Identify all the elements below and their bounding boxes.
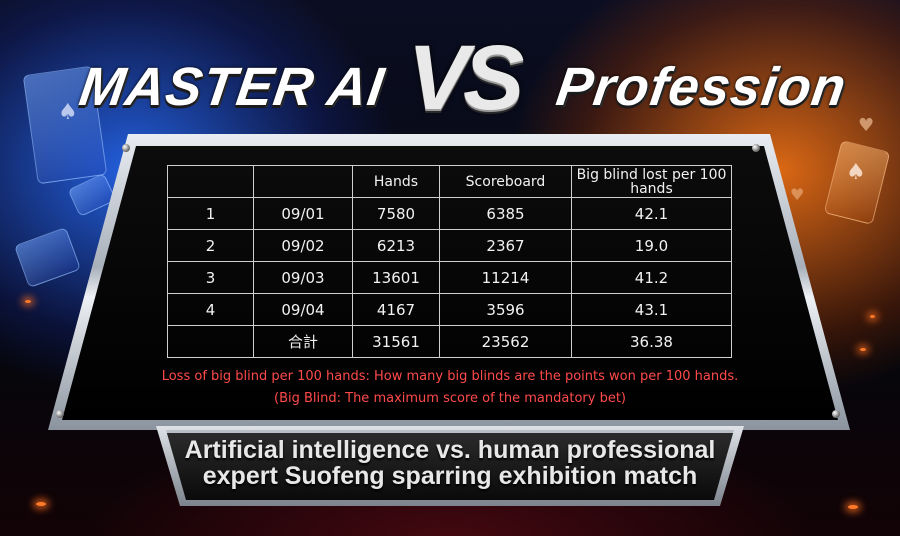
ember-spark — [36, 502, 46, 506]
spade-icon: ♠ — [58, 100, 78, 125]
row-date: 09/02 — [253, 229, 353, 262]
row-index: 1 — [167, 197, 254, 230]
row-date: 09/01 — [253, 197, 353, 230]
title-row: MASTER AI VS Profession — [0, 22, 900, 134]
vs-logo: VS — [407, 27, 525, 129]
banner-plate — [166, 430, 734, 500]
table-total-row: 合計 31561 23562 36.38 — [167, 325, 732, 358]
rivet — [832, 410, 840, 418]
heart-icon-2: ♥ — [790, 185, 805, 204]
total-hands: 31561 — [352, 325, 440, 358]
row-score: 2367 — [439, 229, 572, 262]
row-bb-lost: 41.2 — [571, 261, 732, 294]
results-table: Hands Scoreboard Big blind lost per 100 … — [167, 165, 732, 358]
total-score: 23562 — [439, 325, 572, 358]
row-bb-lost: 43.1 — [571, 293, 732, 326]
ember-spark — [870, 315, 875, 318]
total-blank — [167, 325, 254, 358]
row-index: 3 — [167, 261, 254, 294]
table-row: 1 09/01 7580 6385 42.1 — [167, 197, 732, 230]
row-bb-lost: 19.0 — [571, 229, 732, 262]
playing-card-left-2 — [13, 226, 82, 289]
big-blind-note: (Big Blind: The maximum score of the man… — [274, 391, 626, 406]
header-cell — [167, 165, 254, 198]
table-header-row: Hands Scoreboard Big blind lost per 100 … — [167, 165, 732, 198]
total-bb-lost: 36.38 — [571, 325, 732, 358]
row-date: 09/04 — [253, 293, 353, 326]
header-hands: Hands — [352, 165, 440, 198]
title-master-ai: MASTER AI — [75, 57, 389, 117]
banner-caption-line-1: Artificial intelligence vs. human profes… — [184, 436, 716, 464]
rivet — [56, 410, 64, 418]
row-score: 11214 — [439, 261, 572, 294]
header-scoreboard: Scoreboard — [439, 165, 572, 198]
row-hands: 13601 — [352, 261, 440, 294]
row-index: 4 — [167, 293, 254, 326]
header-cell — [253, 165, 353, 198]
row-bb-lost: 42.1 — [571, 197, 732, 230]
rivet — [752, 144, 760, 152]
ember-spark — [25, 300, 31, 303]
row-hands: 6213 — [352, 229, 440, 262]
ember-spark — [848, 505, 858, 509]
banner-caption-line-2: expert Suofeng sparring exhibition match — [202, 462, 698, 490]
spade-icon-right: ♠ — [846, 160, 866, 185]
ember-spark — [860, 348, 866, 351]
definition-note: Loss of big blind per 100 hands: How man… — [161, 369, 739, 384]
header-big-blind-lost: Big blind lost per 100 hands — [571, 165, 732, 198]
heart-icon: ♥ — [858, 115, 875, 136]
row-hands: 4167 — [352, 293, 440, 326]
rivet — [122, 144, 130, 152]
table-row: 4 09/04 4167 3596 43.1 — [167, 293, 732, 326]
total-label: 合計 — [253, 325, 353, 358]
row-index: 2 — [167, 229, 254, 262]
row-score: 3596 — [439, 293, 572, 326]
row-hands: 7580 — [352, 197, 440, 230]
table-row: 2 09/02 6213 2367 19.0 — [167, 229, 732, 262]
row-date: 09/03 — [253, 261, 353, 294]
row-score: 6385 — [439, 197, 572, 230]
table-row: 3 09/03 13601 11214 41.2 — [167, 261, 732, 294]
title-profession: Profession — [552, 57, 851, 117]
